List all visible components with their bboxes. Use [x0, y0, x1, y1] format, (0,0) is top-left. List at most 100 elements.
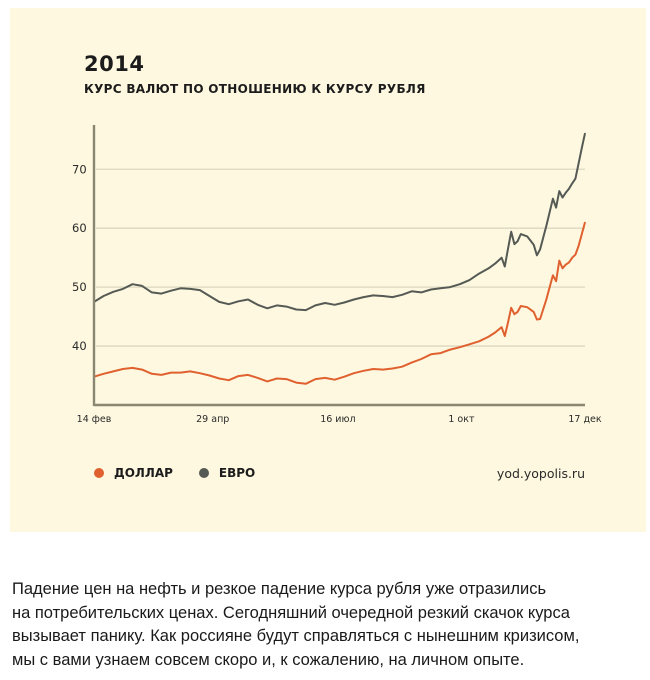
data-point: [459, 283, 461, 285]
data-point: [218, 301, 220, 303]
data-point: [314, 378, 317, 380]
data-point: [430, 288, 432, 291]
data-point: [507, 248, 509, 250]
data-point: [353, 372, 355, 374]
data-point: [343, 376, 345, 378]
data-point: [430, 353, 432, 355]
legend-label-dollar: ДОЛЛАР: [114, 466, 173, 480]
data-point: [545, 298, 548, 300]
data-point: [449, 286, 451, 288]
data-point: [510, 307, 512, 309]
data-point: [571, 182, 573, 184]
data-point: [552, 198, 554, 200]
data-point: [478, 340, 480, 342]
data-point: [500, 326, 503, 328]
series-lines: [93, 132, 586, 385]
data-point: [141, 285, 143, 287]
data-point: [494, 262, 496, 265]
data-point: [565, 192, 567, 194]
data-point: [228, 379, 230, 381]
line-chart: 40 50 60 70 14 фев 29 апр 16 июл 1 окт 17 дек: [72, 125, 602, 425]
data-point: [122, 288, 124, 290]
data-point: [494, 331, 496, 334]
data-point: [334, 379, 336, 381]
data-point: [439, 352, 442, 354]
data-point: [513, 243, 515, 245]
data-point: [112, 291, 114, 293]
data-point: [372, 368, 374, 370]
data-point: [131, 283, 134, 285]
y-axis-ticks: 40 50 60 70: [72, 162, 87, 353]
data-point: [401, 294, 403, 296]
data-point: [305, 383, 307, 385]
data-point: [257, 304, 259, 306]
data-point: [382, 369, 384, 371]
data-point: [324, 302, 326, 304]
data-point: [561, 267, 564, 269]
article-line: мы с вами узнаем совсем скоро и, к сожал…: [12, 650, 525, 669]
data-point: [577, 245, 580, 247]
data-point: [151, 291, 153, 294]
legend-dot-euro: [198, 468, 209, 478]
x-tick-label: 14 фев: [77, 414, 112, 425]
data-point: [391, 367, 394, 370]
data-point: [131, 367, 134, 369]
data-point: [324, 377, 326, 379]
data-point: [266, 307, 268, 309]
data-point: [420, 291, 422, 294]
data-point: [266, 380, 268, 383]
data-point: [314, 304, 317, 306]
data-point: [459, 346, 461, 348]
data-point: [420, 358, 422, 360]
data-point: [334, 304, 336, 306]
data-point: [362, 296, 365, 298]
legend-dot-dollar: [94, 468, 104, 478]
data-point: [170, 290, 172, 292]
data-point: [581, 233, 583, 235]
data-point: [561, 196, 564, 199]
data-point: [411, 361, 413, 364]
data-point: [565, 264, 567, 266]
data-point: [581, 147, 583, 149]
article-line: вызывает панику. Как россияне будут спра…: [12, 627, 580, 645]
data-point: [488, 267, 490, 269]
data-point: [285, 305, 288, 308]
data-point: [533, 244, 535, 246]
data-point: [353, 298, 355, 301]
data-point: [533, 311, 535, 313]
data-point: [558, 260, 560, 262]
data-point: [189, 370, 191, 373]
x-tick-label: 17 дек: [568, 414, 602, 425]
series-line-dollar: [93, 222, 586, 385]
data-point: [180, 371, 182, 374]
data-point: [568, 261, 570, 263]
data-point: [199, 289, 201, 291]
data-point: [545, 224, 548, 226]
data-point: [536, 318, 538, 321]
data-point: [488, 336, 490, 338]
data-point: [504, 265, 506, 268]
data-point: [103, 373, 105, 375]
data-point: [411, 290, 413, 292]
data-point: [218, 377, 220, 380]
data-point: [103, 295, 105, 297]
data-point: [247, 374, 249, 376]
legend-label-euro: ЕВРО: [218, 466, 256, 480]
data-point: [391, 296, 394, 298]
data-point: [208, 295, 211, 297]
data-point: [151, 373, 153, 375]
data-point: [568, 188, 570, 190]
legend: ДОЛЛАР ЕВРО: [94, 466, 281, 480]
data-point: [520, 233, 522, 235]
data-point: [199, 372, 201, 374]
data-point: [141, 369, 143, 371]
data-point: [112, 370, 114, 373]
data-point: [536, 254, 538, 256]
data-point: [189, 288, 191, 290]
data-point: [170, 371, 172, 374]
data-point: [257, 377, 259, 379]
y-tick-label: 70: [72, 162, 87, 176]
data-point: [295, 382, 297, 384]
data-point: [382, 295, 384, 297]
data-point: [584, 132, 586, 134]
